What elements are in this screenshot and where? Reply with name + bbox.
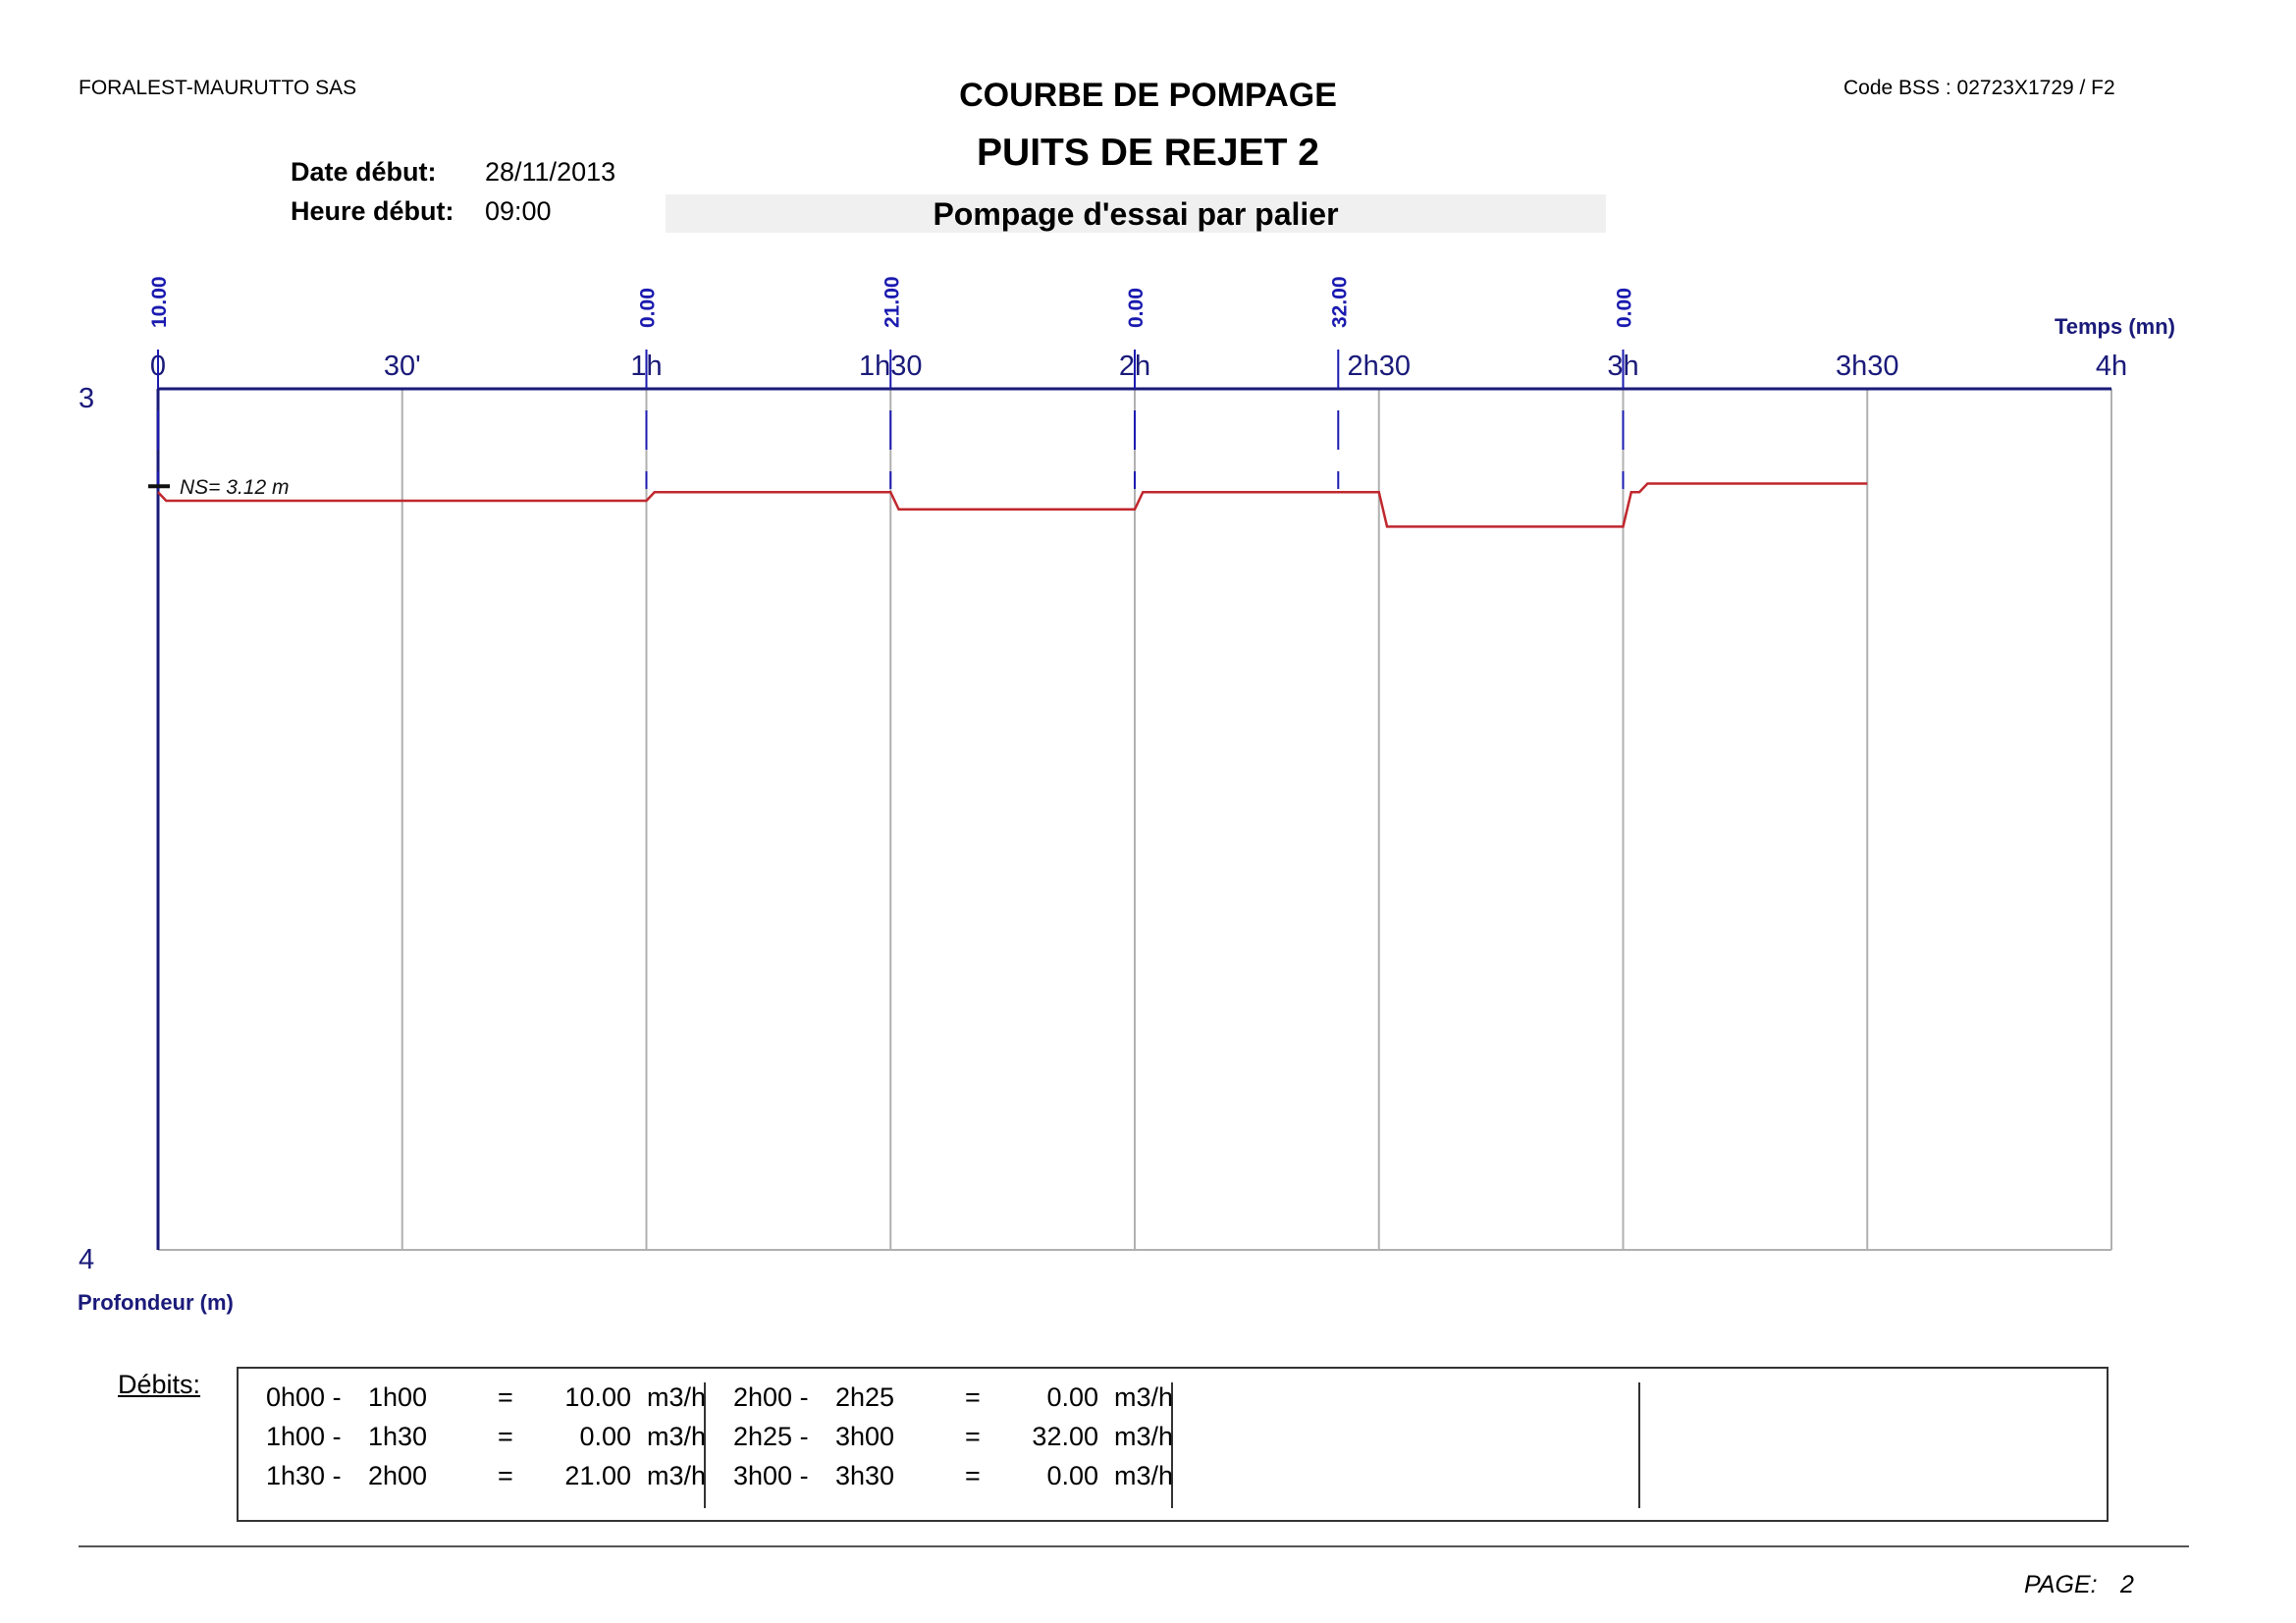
date-label: Date début: — [291, 157, 437, 187]
water-level-curve — [157, 482, 1868, 528]
time-label: Heure début: — [291, 196, 454, 226]
debit-period-start: 2h25 - — [733, 1422, 809, 1451]
debit-unit: m3/h — [647, 1422, 707, 1451]
x-axis-label: Temps (mn) — [2055, 314, 2175, 339]
step-rate-label: 10.00 — [148, 276, 171, 328]
test-type-banner: Pompage d'essai par palier — [666, 194, 1606, 233]
debits-label: Débits: — [118, 1370, 201, 1399]
debits-table: 0h00 -1h00 = 10.00 m3/h 1h00 -1h30 = 0.00 m3/h 1… — [237, 1367, 2109, 1522]
debit-value: 0.00 — [1046, 1461, 1098, 1490]
debit-period-end: 1h30 — [368, 1422, 428, 1451]
debit-row: 1h30 - 2h00 = 21.00 m3/h — [266, 1461, 718, 1494]
debit-equals: = — [965, 1461, 981, 1490]
debit-equals: = — [498, 1382, 513, 1412]
static-level-label: NS= 3.12 m — [180, 476, 289, 499]
debit-equals: = — [965, 1382, 981, 1412]
company-name: FORALEST-MAURUTTO SAS — [79, 77, 357, 99]
step-rate-label: 21.00 — [881, 276, 903, 328]
debit-period-end: 2h00 — [368, 1461, 428, 1490]
debit-period-start: 0h00 - — [266, 1382, 342, 1412]
debit-period-end: 3h30 — [835, 1461, 895, 1490]
debit-period-start: 1h30 - — [266, 1461, 342, 1490]
debit-row: 2h00 - 2h25 = 0.00 m3/h — [733, 1382, 1185, 1416]
debit-unit: m3/h — [647, 1461, 707, 1490]
bss-code: Code BSS : 02723X1729 / F2 — [1843, 77, 2115, 99]
column-divider — [704, 1382, 706, 1508]
footer-divider — [79, 1545, 2189, 1547]
date-value: 28/11/2013 — [485, 157, 616, 187]
debit-period-end: 2h25 — [835, 1382, 895, 1412]
step-rate-label: 32.00 — [1328, 276, 1351, 328]
x-tick-label: 2h30 — [1347, 351, 1411, 382]
debit-period-end: 1h00 — [368, 1382, 428, 1412]
step-rate-label: 0.00 — [1125, 288, 1148, 328]
debit-period-start: 3h00 - — [733, 1461, 809, 1490]
step-rate-label: 0.00 — [1614, 288, 1636, 328]
debit-value: 32.00 — [1032, 1422, 1098, 1451]
debit-row: 3h00 - 3h30 = 0.00 m3/h — [733, 1461, 1185, 1494]
debit-value: 0.00 — [1046, 1382, 1098, 1412]
debit-equals: = — [498, 1461, 513, 1490]
x-tick-label: 4h — [2096, 351, 2127, 382]
debit-unit: m3/h — [1114, 1461, 1174, 1490]
debit-value: 10.00 — [564, 1382, 631, 1412]
x-tick-label: 30' — [384, 351, 421, 382]
debit-unit: m3/h — [647, 1382, 707, 1412]
debit-row: 2h25 - 3h00 = 32.00 m3/h — [733, 1422, 1185, 1455]
page-label: PAGE: — [2024, 1571, 2098, 1598]
debit-value: 21.00 — [564, 1461, 631, 1490]
debit-period-end: 3h00 — [835, 1422, 895, 1451]
debit-period-start: 2h00 - — [733, 1382, 809, 1412]
debit-unit: m3/h — [1114, 1422, 1174, 1451]
page-number: 2 — [2120, 1571, 2134, 1598]
time-value: 09:00 — [485, 196, 552, 226]
debit-value: 0.00 — [579, 1422, 631, 1451]
y-axis-label: Profondeur (m) — [78, 1290, 234, 1315]
step-rate-label: 0.00 — [637, 288, 660, 328]
well-name: PUITS DE REJET 2 — [977, 132, 1319, 174]
column-divider — [1638, 1382, 1640, 1508]
x-tick-label: 3h30 — [1836, 351, 1899, 382]
y-tick-label: 4 — [79, 1244, 94, 1275]
debit-period-start: 1h00 - — [266, 1422, 342, 1451]
column-divider — [1171, 1382, 1173, 1508]
y-tick-label: 3 — [79, 383, 94, 414]
debit-row: 1h00 - 1h30 = 0.00 m3/h — [266, 1422, 718, 1455]
debit-unit: m3/h — [1114, 1382, 1174, 1412]
page-title: COURBE DE POMPAGE — [959, 77, 1337, 114]
debit-equals: = — [965, 1422, 981, 1451]
debit-row: 0h00 - 1h00 = 10.00 m3/h — [266, 1382, 718, 1416]
debit-equals: = — [498, 1422, 513, 1451]
